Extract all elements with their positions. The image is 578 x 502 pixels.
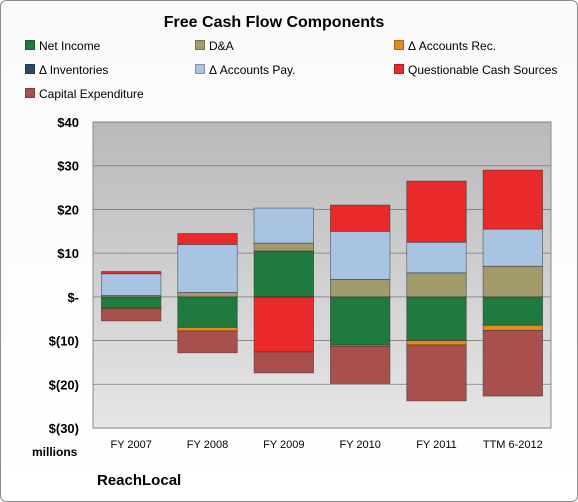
bar-segment (482, 330, 544, 397)
company-name: ReachLocal (97, 472, 182, 489)
legend-swatch (394, 64, 404, 74)
legend-swatch (25, 40, 35, 50)
bar-segment (406, 296, 467, 341)
legend-label: Capital Expenditure (39, 87, 144, 101)
legend-item: Δ Inventories (25, 63, 108, 77)
bar-segment (406, 344, 467, 402)
bar-segment (406, 241, 467, 274)
y-tick-label: $(30) (49, 421, 79, 436)
bar-segment (177, 233, 238, 245)
bar-segment (482, 296, 544, 326)
units-label: millions (32, 445, 78, 459)
bar-segment (100, 271, 162, 275)
legend-swatch (195, 64, 205, 74)
legend-item: Capital Expenditure (25, 87, 144, 101)
bar-segment (100, 308, 162, 322)
bar-segment (482, 169, 544, 230)
legend-label: Δ Inventories (39, 63, 109, 77)
y-tick-label: $- (67, 290, 79, 305)
bar-segment (253, 242, 315, 252)
bar-segment (177, 243, 238, 293)
legend-item: Δ Accounts Rec. (394, 39, 496, 53)
bar-segment (177, 330, 238, 354)
legend-swatch (394, 40, 404, 50)
bar-segment (406, 180, 467, 243)
bar-segment (253, 296, 315, 353)
bar-segment (100, 273, 162, 296)
bar-segment (100, 296, 162, 309)
legend-swatch (195, 40, 205, 50)
plot-area (92, 121, 552, 429)
bar-segment (253, 207, 315, 244)
x-tick-label: FY 2009 (263, 439, 304, 451)
bar-segment (329, 345, 391, 384)
legend-item: Questionable Cash Sources (394, 63, 557, 77)
y-tick-label: $10 (57, 246, 79, 261)
x-tick-label: FY 2010 (339, 439, 380, 451)
legend-label: Δ Accounts Rec. (408, 39, 497, 53)
x-tick-label: FY 2007 (110, 439, 151, 451)
legend-label: Net Income (39, 39, 101, 53)
legend-item: Δ Accounts Pay. (195, 63, 296, 77)
bar-segment (177, 296, 238, 328)
y-tick-label: $(10) (49, 334, 79, 349)
bar-segment (177, 292, 238, 298)
legend-item: D&A (195, 39, 234, 53)
legend-swatch (25, 88, 35, 98)
x-tick-label: FY 2008 (187, 439, 228, 451)
bar-segment (482, 228, 544, 267)
bar-segment (406, 272, 467, 298)
bar-segment (177, 327, 238, 332)
bar-segment (329, 204, 391, 232)
bar-segment (482, 265, 544, 298)
bar-segment (329, 278, 391, 298)
bar-segment (253, 351, 315, 374)
y-tick-label: $(20) (49, 377, 79, 392)
bar-segment (329, 230, 391, 280)
y-tick-label: $30 (57, 159, 79, 174)
y-tick-label: $20 (57, 202, 79, 217)
x-tick-label: FY 2011 (416, 439, 457, 451)
legend-label: D&A (209, 39, 234, 53)
bar-segment (253, 250, 315, 298)
chart-title: Free Cash Flow Components (163, 14, 385, 31)
legend-label: Δ Accounts Pay. (209, 63, 296, 77)
y-tick-label: $40 (57, 115, 79, 130)
legend-item: Net Income (25, 39, 100, 53)
legend-swatch (25, 64, 35, 74)
x-tick-label: TTM 6-2012 (483, 439, 543, 451)
bar-segment (482, 324, 544, 331)
bar-segment (406, 340, 467, 346)
legend-label: Questionable Cash Sources (408, 63, 558, 77)
bar-segment (329, 296, 391, 346)
